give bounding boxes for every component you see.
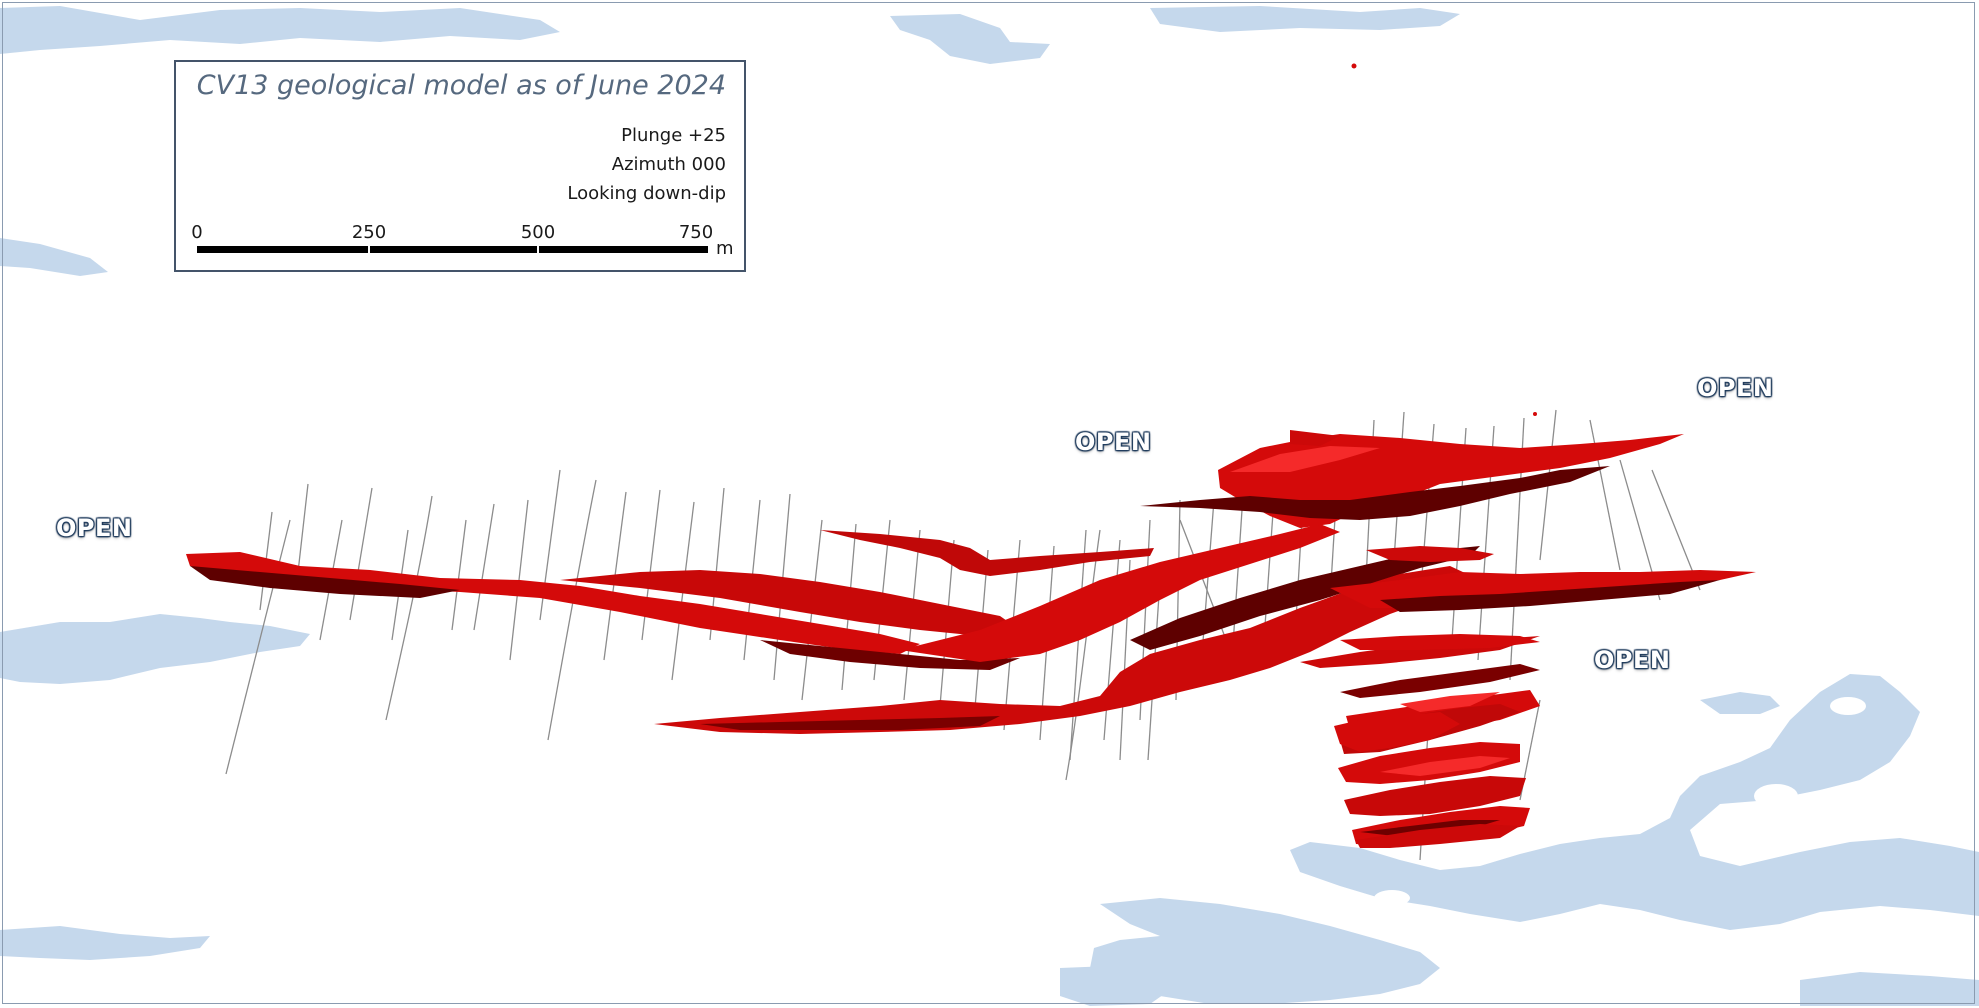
open-label-northeast: OPEN [1697,374,1774,402]
drillhole-8 [451,519,467,631]
lake-south-bottom [1060,966,1170,1006]
pegmatite-lens-9 [1356,824,1520,848]
drillhole-1 [225,519,291,775]
drillhole-27 [1069,529,1087,761]
pegmatite-lens-highlight-1 [1380,756,1510,776]
lake-west-edge [0,238,108,276]
lake-northwest [0,6,560,54]
drillhole-45 [1651,469,1701,591]
pegmatite-body-west [186,552,920,654]
scale-tick-label-0: 0 [191,222,203,243]
pegmatite-body-central-upper-dark [760,640,1020,670]
pegmatite-body-northeast-dark [1140,466,1610,520]
lake-south-center [1090,898,1440,1004]
scale-tick-label-250: 250 [351,222,387,243]
legend-azimuth: Azimuth 000 [611,154,726,175]
pegmatite-body-central-upper [560,570,1020,636]
pegmatite-body-north-small [820,530,1154,576]
scale-bar-division [537,246,539,253]
pegmatite-body-east-middle [1366,546,1494,562]
island-3 [1374,890,1410,906]
lake-southeast [1290,674,1979,930]
legend-box: CV13 geological model as of June 2024 Pl… [174,60,746,272]
island-2 [1754,784,1798,808]
scale-bar [197,246,708,253]
scale-bar-division [368,246,370,253]
pegmatite-lens-10 [1334,712,1460,752]
scale-unit: m [716,238,734,259]
scale-tick-label-500: 500 [520,222,556,243]
pegmatite-dot-northeast [1533,412,1537,416]
lake-west-lower [0,614,310,684]
lake-southeast-bottom [1800,972,1979,1006]
open-label-center: OPEN [1075,428,1152,456]
pegmatite-dot-north [1351,63,1357,69]
pegmatite-body-south-dark [700,716,1000,730]
pegmatite-body-northeast-highlight [1230,446,1380,472]
pegmatite-lens-highlight-2 [1400,692,1500,712]
drillhole-9 [473,503,495,631]
legend-plunge: Plunge +25 [621,125,726,146]
lake-east-small [1700,692,1780,714]
pegmatite-body-central-main-dark [1130,546,1480,650]
pegmatite-body-west-shadow [190,566,460,598]
legend-title: CV13 geological model as of June 2024 [196,70,726,101]
drillhole-5 [349,487,373,621]
scale-tick-label-750: 750 [678,222,714,243]
lake-southwest [0,926,210,960]
pegmatite-body-east-dark [1380,580,1720,612]
lake-northeast [1150,6,1460,32]
pegmatite-lens-2 [1340,634,1540,650]
open-label-west: OPEN [56,514,133,542]
pegmatite-body-northeast-tip [1290,430,1340,446]
island-1 [1830,697,1866,715]
open-label-east: OPEN [1594,646,1671,674]
pegmatite-lens-3 [1340,664,1540,698]
lake-north-center [890,14,1050,64]
legend-looking: Looking down-dip [567,183,726,204]
drillhole-7 [385,495,433,721]
pegmatite-body-central-main [900,524,1340,662]
pegmatite-lens-7 [1344,776,1526,816]
